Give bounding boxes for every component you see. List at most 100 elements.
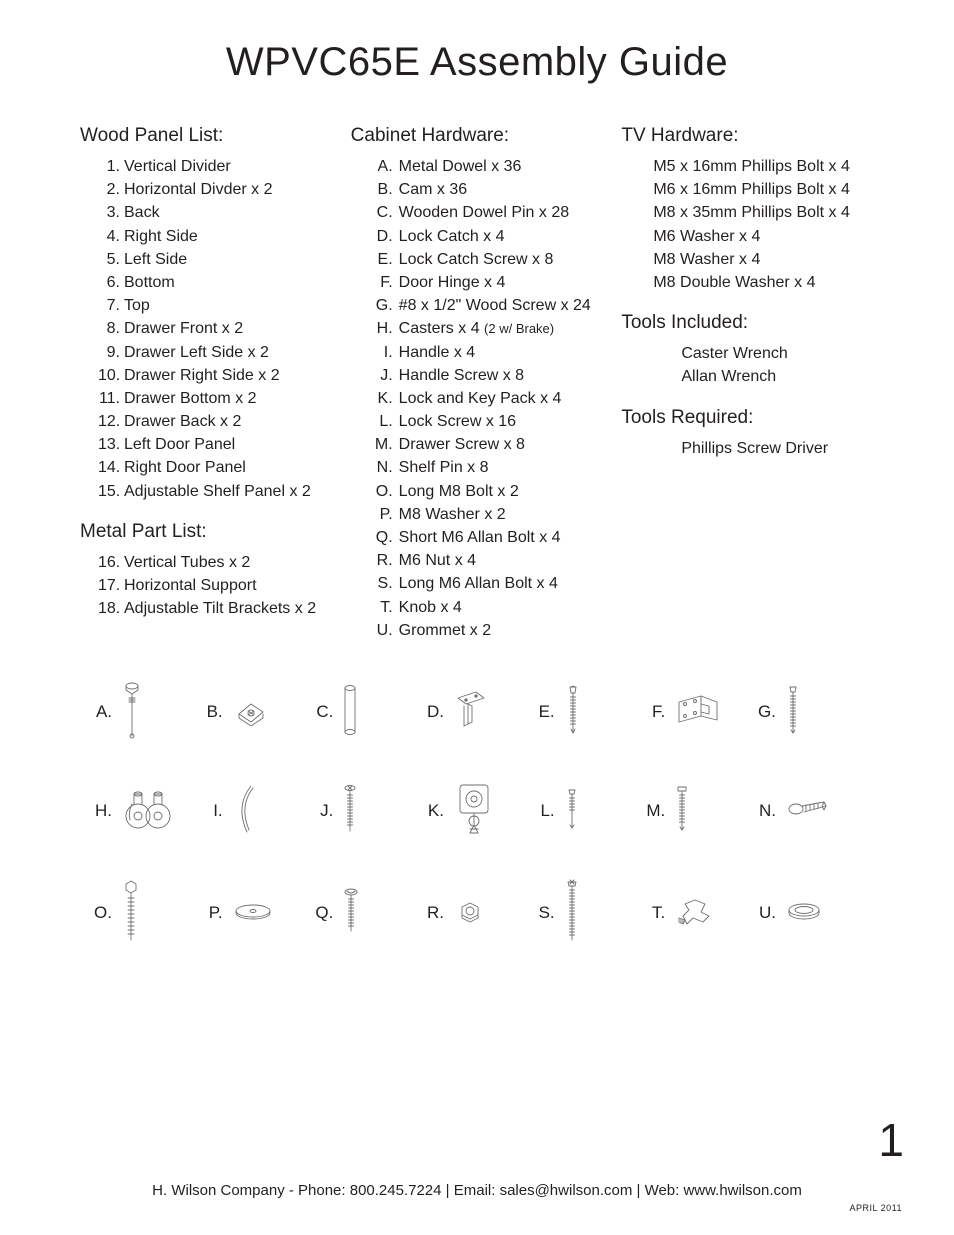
list-item: Adjustable Shelf Panel x 2 <box>124 480 333 503</box>
icon-label: C. <box>311 702 333 722</box>
list-item: L.Lock Screw x 16 <box>399 410 604 433</box>
list-item: M6 Washer x 4 <box>653 225 874 248</box>
hardware-icon-m <box>675 784 689 839</box>
parts-columns: Wood Panel List: Vertical DividerHorizon… <box>50 125 904 642</box>
list-item: M8 x 35mm Phillips Bolt x 4 <box>653 201 874 224</box>
icon-label: I. <box>201 801 223 821</box>
icon-label: G. <box>754 702 776 722</box>
list-text: Long M8 Bolt x 2 <box>399 483 519 500</box>
icon-cell-f: F. <box>643 692 753 733</box>
hardware-icon-i <box>233 782 255 841</box>
hardware-icon-p <box>233 902 273 925</box>
list-text: Lock Catch Screw x 8 <box>399 251 554 268</box>
list-text: Wooden Dowel Pin x 28 <box>399 204 569 221</box>
icon-cell-o: O. <box>90 878 200 949</box>
list-item: R.M6 Nut x 4 <box>399 549 604 572</box>
list-item: O.Long M8 Bolt x 2 <box>399 480 604 503</box>
list-item: Phillips Screw Driver <box>681 437 874 460</box>
list-item: Allan Wrench <box>681 365 874 388</box>
icon-cell-g: G. <box>754 683 864 742</box>
icon-cell-t: T. <box>643 894 753 933</box>
hardware-icon-n <box>786 797 830 826</box>
hardware-icon-e <box>565 683 581 742</box>
icon-cell-n: N. <box>754 797 864 826</box>
list-text: Handle Screw x 8 <box>399 367 524 384</box>
list-letter: Q. <box>369 526 393 549</box>
list-item: U.Grommet x 2 <box>399 619 604 642</box>
icon-label: S. <box>533 903 555 923</box>
tv-hw-heading: TV Hardware: <box>621 125 874 147</box>
hardware-icon-t <box>675 894 717 933</box>
list-letter: E. <box>369 248 393 271</box>
page-number: 1 <box>878 1113 904 1167</box>
hardware-icon-f <box>675 692 721 733</box>
icon-row: H. I. J. K. L. M. N. <box>90 781 864 842</box>
hardware-icon-c <box>343 684 357 741</box>
icon-cell-p: P. <box>201 902 311 925</box>
hardware-icon-grid: A.B.C.D.E.F.G.H.I.J.K.L.M.N.O.P.Q.R.S.T.… <box>50 680 904 949</box>
hardware-icon-o <box>122 878 140 949</box>
list-letter: S. <box>369 572 393 595</box>
metal-part-heading: Metal Part List: <box>80 521 333 543</box>
list-item: C.Wooden Dowel Pin x 28 <box>399 201 604 224</box>
icon-label: F. <box>643 702 665 722</box>
icon-label: K. <box>422 801 444 821</box>
list-text: Casters x 4 <box>399 320 484 337</box>
icon-label: H. <box>90 801 112 821</box>
list-item: Right Door Panel <box>124 456 333 479</box>
hardware-icon-h <box>122 786 176 837</box>
icon-cell-c: C. <box>311 684 421 741</box>
list-item: D.Lock Catch x 4 <box>399 225 604 248</box>
list-letter: H. <box>369 317 393 340</box>
list-text: Short M6 Allan Bolt x 4 <box>399 529 561 546</box>
hardware-icon-q <box>343 887 359 940</box>
list-text: Cam x 36 <box>399 181 467 198</box>
list-item: Drawer Back x 2 <box>124 410 333 433</box>
list-letter: A. <box>369 155 393 178</box>
icon-cell-u: U. <box>754 901 864 926</box>
list-item: G.#8 x 1/2" Wood Screw x 24 <box>399 294 604 317</box>
icon-cell-l: L. <box>533 786 643 837</box>
list-item: Caster Wrench <box>681 342 874 365</box>
cabinet-hw-list: A.Metal Dowel x 36B.Cam x 36C.Wooden Dow… <box>351 155 604 642</box>
hardware-icon-u <box>786 901 822 926</box>
list-item: M6 x 16mm Phillips Bolt x 4 <box>653 178 874 201</box>
tools-required-heading: Tools Required: <box>621 407 874 429</box>
icon-label: M. <box>643 801 665 821</box>
tv-hw-list: M5 x 16mm Phillips Bolt x 4M6 x 16mm Phi… <box>621 155 874 294</box>
hardware-icon-r <box>454 899 486 928</box>
list-item: Bottom <box>124 271 333 294</box>
list-text: Metal Dowel x 36 <box>399 158 522 175</box>
icon-label: L. <box>533 801 555 821</box>
list-text: Grommet x 2 <box>399 622 491 639</box>
icon-cell-r: R. <box>422 899 532 928</box>
tools-included-heading: Tools Included: <box>621 312 874 334</box>
list-text: Lock Screw x 16 <box>399 413 516 430</box>
list-text: Long M6 Allan Bolt x 4 <box>399 575 558 592</box>
list-letter: T. <box>369 596 393 619</box>
list-item: Q.Short M6 Allan Bolt x 4 <box>399 526 604 549</box>
list-letter: P. <box>369 503 393 526</box>
list-letter: M. <box>369 433 393 456</box>
icon-cell-j: J. <box>311 783 421 840</box>
list-item: P.M8 Washer x 2 <box>399 503 604 526</box>
metal-part-list: Vertical Tubes x 2Horizontal SupportAdju… <box>80 551 333 621</box>
list-text: Handle x 4 <box>399 344 476 361</box>
icon-label: J. <box>311 801 333 821</box>
list-letter: R. <box>369 549 393 572</box>
list-item: Right Side <box>124 225 333 248</box>
page-title: WPVC65E Assembly Guide <box>50 40 904 85</box>
icon-cell-a: A. <box>90 680 200 745</box>
icon-label: O. <box>90 903 112 923</box>
hardware-icon-k <box>454 781 494 842</box>
tools-required-list: Phillips Screw Driver <box>621 437 874 460</box>
list-item: Adjustable Tilt Brackets x 2 <box>124 597 333 620</box>
list-item: J.Handle Screw x 8 <box>399 364 604 387</box>
list-item: E.Lock Catch Screw x 8 <box>399 248 604 271</box>
list-item: A.Metal Dowel x 36 <box>399 155 604 178</box>
hardware-icon-b <box>233 694 269 731</box>
list-item: Drawer Left Side x 2 <box>124 341 333 364</box>
footer-date: APRIL 2011 <box>849 1203 902 1213</box>
list-letter: I. <box>369 341 393 364</box>
list-item: Left Side <box>124 248 333 271</box>
